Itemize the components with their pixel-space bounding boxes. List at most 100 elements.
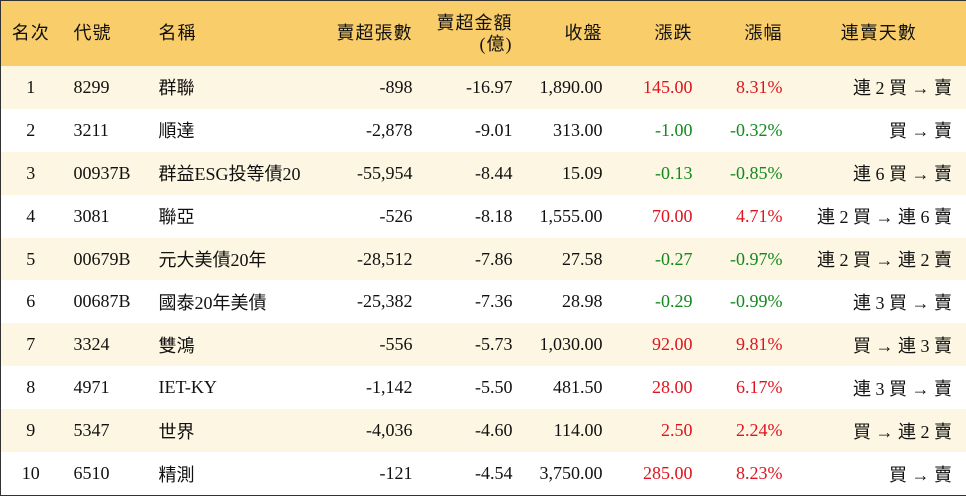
- cell: 92.00: [652, 334, 693, 355]
- cell: 精測: [158, 464, 195, 485]
- cell: IET-KY: [158, 377, 217, 398]
- cell: 1: [26, 76, 36, 97]
- row: 10 6510 精測 -121 -4.54 3,750.00 285.00 8.23% 買 → …: [1, 452, 966, 495]
- cell: -0.13: [655, 162, 693, 183]
- cell: -7.36: [475, 291, 513, 312]
- cell: 連 2 買 → 連 6 賣: [817, 207, 952, 228]
- cell: 聯亞: [158, 207, 195, 228]
- header-cell: 收盤: [520, 0, 611, 66]
- cell: -1.00: [655, 119, 693, 140]
- cell: -25,382: [357, 291, 413, 312]
- cell: -0.29: [655, 291, 693, 312]
- cell: 2.50: [661, 420, 693, 441]
- cell: 群聯: [158, 78, 195, 99]
- cell: 8.23%: [736, 463, 783, 483]
- cell: 6510: [73, 463, 110, 483]
- cell: 00679B: [73, 248, 131, 269]
- cell: -0.27: [655, 248, 693, 269]
- header-cell: 連賣天數: [790, 0, 966, 66]
- header-cell: 賣超金額 (億): [420, 0, 521, 66]
- cell: 70.00: [652, 205, 693, 226]
- cell: 4.71%: [736, 205, 783, 226]
- cell: 順達: [158, 121, 195, 142]
- cell: 4: [26, 205, 36, 226]
- cell: 1,555.00: [539, 205, 603, 226]
- cell: 連 6 買 → 賣: [853, 164, 952, 185]
- cell: 6.17%: [736, 377, 783, 398]
- cell: -28,512: [357, 248, 413, 269]
- cell: 國泰20年美債: [158, 292, 267, 313]
- header-cell: 賣超張數: [320, 0, 421, 66]
- cell: -4,036: [366, 420, 413, 441]
- cell: 114.00: [553, 420, 603, 441]
- cell: 買 → 賣: [889, 121, 952, 142]
- cell: 28.00: [652, 377, 693, 398]
- header-row: 名次 代號 名稱 賣超張數 賣超金額 (億) 收盤 漲跌 漲幅 連賣天數: [0, 0, 966, 66]
- cell: 10: [21, 463, 40, 483]
- cell: 買 → 賣: [889, 464, 952, 485]
- cell: 群益ESG投等債20: [158, 164, 301, 185]
- cell: -5.50: [475, 377, 513, 398]
- cell: -0.32%: [730, 119, 783, 140]
- cell: -0.97%: [730, 248, 783, 269]
- row: 2 3211 順達 -2,878 -9.01 313.00 -1.00 -0.32% 買 → 賣: [1, 109, 966, 152]
- cell: 買 → 連 2 賣: [853, 421, 952, 442]
- cell: 世界: [158, 421, 195, 442]
- cell: -9.01: [475, 119, 513, 140]
- cell: 連 2 買 → 賣: [853, 78, 952, 99]
- header-cell: 漲跌: [610, 0, 701, 66]
- cell: 3: [26, 162, 36, 183]
- cell: -526: [379, 205, 413, 226]
- cell: 00687B: [73, 291, 131, 312]
- cell: -55,954: [357, 162, 413, 183]
- cell: 9: [26, 420, 36, 441]
- cell: -4.60: [475, 420, 513, 441]
- header-cell: 漲幅: [700, 0, 791, 66]
- cell: 4971: [73, 377, 110, 398]
- cell: 145.00: [643, 76, 693, 97]
- cell: 28.98: [562, 291, 603, 312]
- cell: 連 3 買 → 賣: [853, 292, 952, 313]
- row: 5 00679B 元大美債20年 -28,512 -7.86 27.58 -0.27 -0.9…: [0, 237, 966, 281]
- cell: 8299: [73, 76, 110, 97]
- cell: 3081: [73, 205, 110, 226]
- cell: 1,890.00: [539, 76, 603, 97]
- cell: 2: [26, 119, 36, 140]
- cell: -8.18: [475, 205, 513, 226]
- cell: 27.58: [562, 248, 603, 269]
- cell: 雙鴻: [158, 335, 195, 356]
- cell: 15.09: [562, 162, 603, 183]
- row: 7 3324 雙鴻 -556 -5.73 1,030.00 92.00 9.81% 買 → 連 …: [0, 323, 966, 367]
- cell: 3324: [73, 334, 110, 355]
- cell: -5.73: [475, 334, 513, 355]
- cell: -4.54: [475, 463, 513, 483]
- cell: 2.24%: [736, 420, 783, 441]
- cell: 3,750.00: [539, 463, 603, 483]
- header-cell: 名稱: [145, 0, 321, 66]
- cell: -0.99%: [730, 291, 783, 312]
- cell: -898: [379, 76, 413, 97]
- cell: 8: [26, 377, 36, 398]
- row: 1 8299 群聯 -898 -16.97 1,890.00 145.00 8.31% 連 2 …: [0, 66, 966, 109]
- cell: -7.86: [475, 248, 513, 269]
- cell: 5347: [73, 420, 110, 441]
- cell: -0.85%: [730, 162, 783, 183]
- cell: 元大美債20年: [158, 250, 267, 270]
- cell: -121: [379, 463, 413, 483]
- cell: 5: [26, 248, 36, 269]
- cell: 7: [26, 334, 36, 355]
- table-body: 1 8299 群聯 -898 -16.97 1,890.00 145.00 8.31% 連 2 …: [0, 66, 966, 496]
- cell: -16.97: [466, 76, 513, 97]
- row: 3 00937B 群益ESG投等債20 -55,954 -8.44 15.09 -0.13 -…: [0, 151, 966, 195]
- cell: 6: [26, 291, 36, 312]
- header-cell: 名次: [0, 0, 61, 66]
- cell: 連 2 買 → 連 2 賣: [817, 250, 952, 270]
- cell: -8.44: [475, 162, 513, 183]
- row: 6 00687B 國泰20年美債 -25,382 -7.36 28.98 -0.29 -0.9…: [1, 280, 966, 323]
- cell: 00937B: [73, 162, 131, 183]
- row: 9 5347 世界 -4,036 -4.60 114.00 2.50 2.24% 買 → 連 2…: [0, 409, 966, 453]
- cell: 481.50: [553, 377, 603, 398]
- cell: 買 → 連 3 賣: [853, 335, 952, 356]
- cell: 連 3 買 → 賣: [853, 378, 952, 399]
